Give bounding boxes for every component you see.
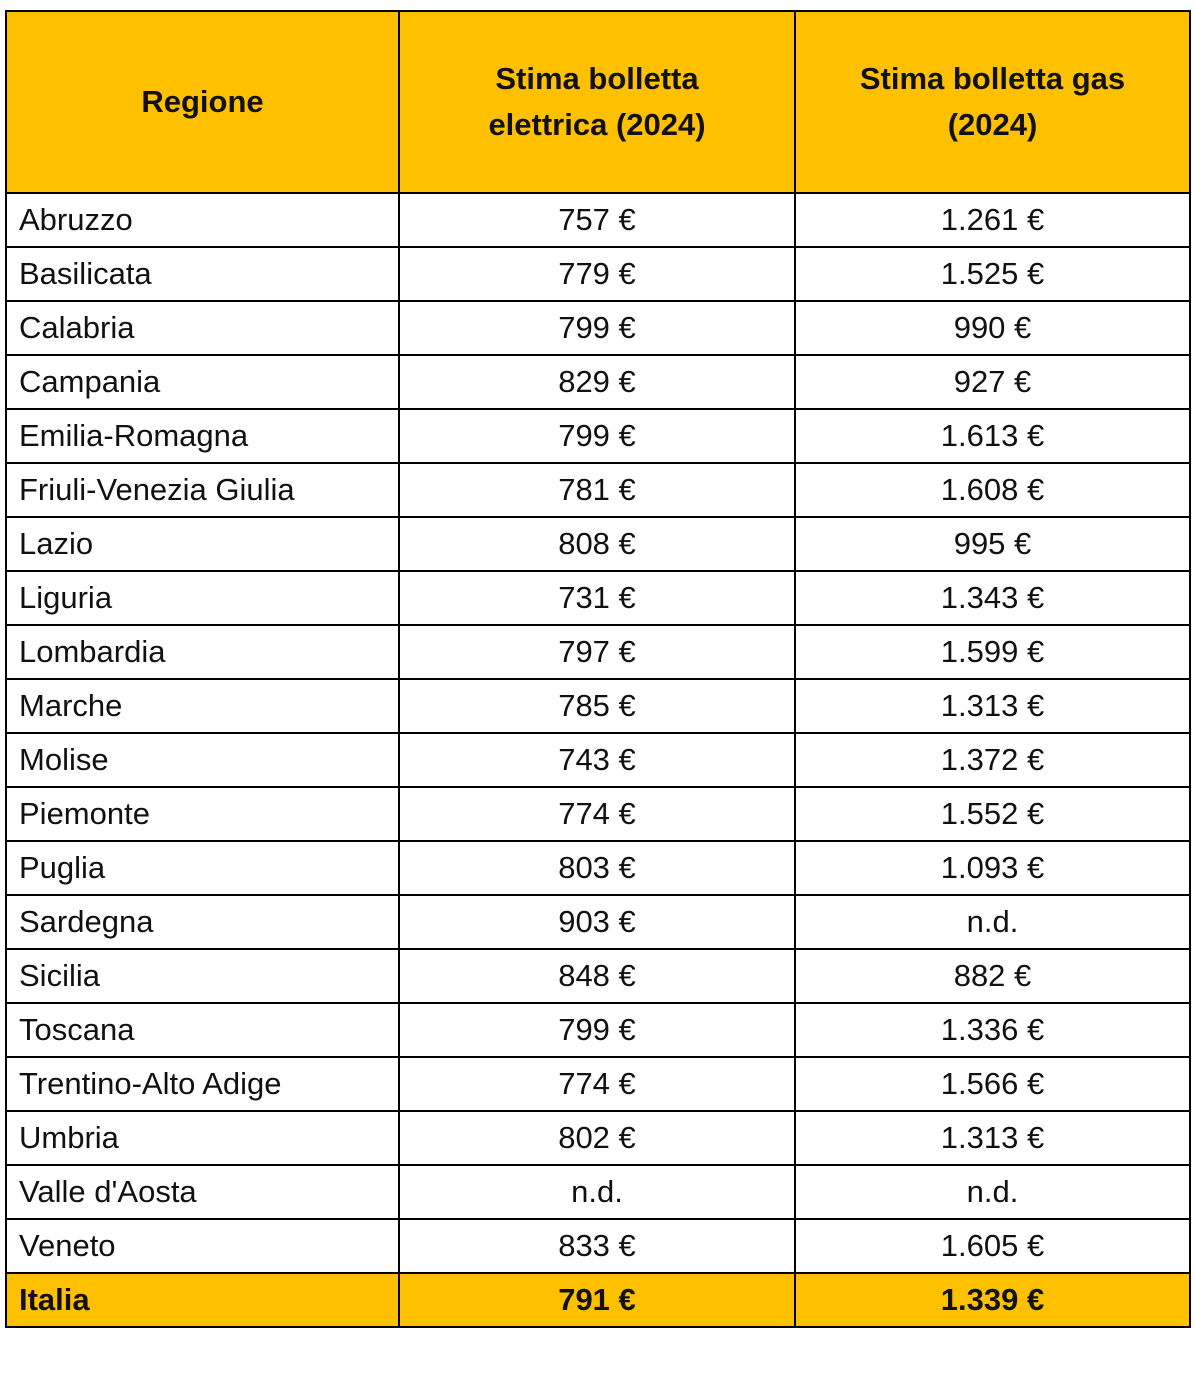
value-cell: 1.566 € xyxy=(794,1056,1191,1112)
value-cell: 1.313 € xyxy=(794,678,1191,734)
value-cell: n.d. xyxy=(398,1164,796,1220)
region-cell: Marche xyxy=(5,678,400,734)
value-cell: 797 € xyxy=(398,624,796,680)
data-row: Umbria 802 €1.313 € xyxy=(5,1110,1191,1166)
value-cell: 743 € xyxy=(398,732,796,788)
value-cell: 785 € xyxy=(398,678,796,734)
data-row: Calabria 799 €990 € xyxy=(5,300,1191,356)
region-cell: Sardegna xyxy=(5,894,400,950)
data-row: Sicilia 848 €882 € xyxy=(5,948,1191,1004)
region-cell: Toscana xyxy=(5,1002,400,1058)
bill-table: Regione Stima bolletta elettrica (2024) … xyxy=(5,10,1191,1328)
data-row: Abruzzo 757 €1.261 € xyxy=(5,192,1191,248)
value-cell: 995 € xyxy=(794,516,1191,572)
data-row: Sardegna 903 € n.d. xyxy=(5,894,1191,950)
value-cell: 808 € xyxy=(398,516,796,572)
value-cell: 802 € xyxy=(398,1110,796,1166)
value-cell: 903 € xyxy=(398,894,796,950)
value-cell: 803 € xyxy=(398,840,796,896)
value-cell: 882 € xyxy=(794,948,1191,1004)
value-cell: 1.336 € xyxy=(794,1002,1191,1058)
value-cell: 1.613 € xyxy=(794,408,1191,464)
value-cell: 731 € xyxy=(398,570,796,626)
region-cell: Veneto xyxy=(5,1218,400,1274)
value-cell: n.d. xyxy=(794,1164,1191,1220)
region-cell: Liguria xyxy=(5,570,400,626)
region-cell: Molise xyxy=(5,732,400,788)
region-cell: Friuli-Venezia Giulia xyxy=(5,462,400,518)
data-row: Marche 785 €1.313 € xyxy=(5,678,1191,734)
data-row: Toscana 799 €1.336 € xyxy=(5,1002,1191,1058)
value-cell: 1.313 € xyxy=(794,1110,1191,1166)
region-cell: Valle d'Aosta xyxy=(5,1164,400,1220)
value-cell: 1.599 € xyxy=(794,624,1191,680)
region-cell: Lazio xyxy=(5,516,400,572)
region-cell: Campania xyxy=(5,354,400,410)
data-row: Liguria 731 €1.343 € xyxy=(5,570,1191,626)
region-cell: Emilia-Romagna xyxy=(5,408,400,464)
region-cell: Sicilia xyxy=(5,948,400,1004)
value-cell: 781 € xyxy=(398,462,796,518)
value-cell: 1.372 € xyxy=(794,732,1191,788)
value-cell: 791 € xyxy=(398,1272,796,1328)
data-row: Lombardia 797 €1.599 € xyxy=(5,624,1191,680)
value-cell: 1.343 € xyxy=(794,570,1191,626)
data-row: Campania 829 €927 € xyxy=(5,354,1191,410)
value-cell: 833 € xyxy=(398,1218,796,1274)
header-row: Regione Stima bolletta elettrica (2024) … xyxy=(5,10,1191,194)
value-cell: 927 € xyxy=(794,354,1191,410)
data-row: Lazio 808 €995 € xyxy=(5,516,1191,572)
value-cell: n.d. xyxy=(794,894,1191,950)
value-cell: 1.261 € xyxy=(794,192,1191,248)
data-row: Veneto 833 €1.605 € xyxy=(5,1218,1191,1274)
value-cell: 799 € xyxy=(398,300,796,356)
value-cell: 848 € xyxy=(398,948,796,1004)
header-cell: Stima bolletta gas (2024) xyxy=(794,10,1191,194)
data-row: Puglia 803 €1.093 € xyxy=(5,840,1191,896)
region-cell: Italia xyxy=(5,1272,400,1328)
data-row: Friuli-Venezia Giulia 781 €1.608 € xyxy=(5,462,1191,518)
value-cell: 757 € xyxy=(398,192,796,248)
value-cell: 1.608 € xyxy=(794,462,1191,518)
value-cell: 799 € xyxy=(398,1002,796,1058)
header-cell: Stima bolletta elettrica (2024) xyxy=(398,10,796,194)
region-cell: Piemonte xyxy=(5,786,400,842)
region-cell: Trentino-Alto Adige xyxy=(5,1056,400,1112)
value-cell: 779 € xyxy=(398,246,796,302)
value-cell: 1.525 € xyxy=(794,246,1191,302)
region-cell: Lombardia xyxy=(5,624,400,680)
header-cell: Regione xyxy=(5,10,400,194)
region-cell: Umbria xyxy=(5,1110,400,1166)
region-cell: Puglia xyxy=(5,840,400,896)
value-cell: 1.339 € xyxy=(794,1272,1191,1328)
data-row: Trentino-Alto Adige 774 €1.566 € xyxy=(5,1056,1191,1112)
region-cell: Abruzzo xyxy=(5,192,400,248)
total-row: Italia 791 €1.339 € xyxy=(5,1272,1191,1328)
data-row: Piemonte 774 €1.552 € xyxy=(5,786,1191,842)
value-cell: 1.552 € xyxy=(794,786,1191,842)
region-cell: Calabria xyxy=(5,300,400,356)
data-row: Valle d'Aosta n.d. n.d. xyxy=(5,1164,1191,1220)
data-row: Basilicata 779 €1.525 € xyxy=(5,246,1191,302)
value-cell: 774 € xyxy=(398,786,796,842)
value-cell: 774 € xyxy=(398,1056,796,1112)
region-cell: Basilicata xyxy=(5,246,400,302)
value-cell: 990 € xyxy=(794,300,1191,356)
data-row: Molise 743 €1.372 € xyxy=(5,732,1191,788)
value-cell: 1.605 € xyxy=(794,1218,1191,1274)
value-cell: 1.093 € xyxy=(794,840,1191,896)
value-cell: 799 € xyxy=(398,408,796,464)
value-cell: 829 € xyxy=(398,354,796,410)
data-row: Emilia-Romagna 799 €1.613 € xyxy=(5,408,1191,464)
